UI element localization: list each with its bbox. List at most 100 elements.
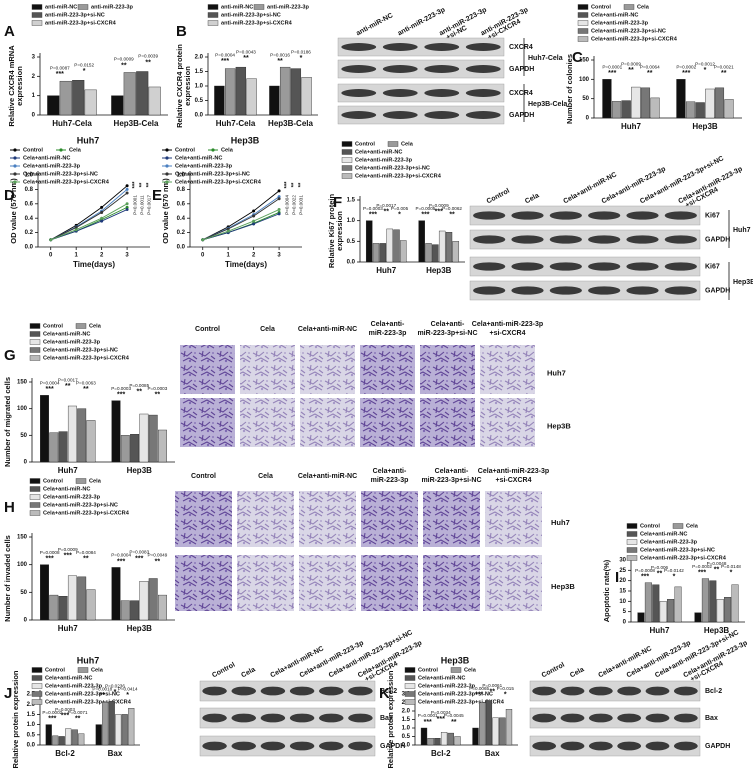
significance: *** xyxy=(475,692,483,699)
blot-strip xyxy=(469,256,701,277)
significance: *** xyxy=(682,70,690,77)
column-label: miR-223-3p xyxy=(369,330,407,337)
row-label: Hep3B xyxy=(551,582,575,591)
legend-swatch xyxy=(626,555,638,561)
bar xyxy=(279,66,291,116)
blot-band xyxy=(626,262,659,271)
p-value: P=0.0016 xyxy=(270,52,290,57)
y-tick-label: 1.0 xyxy=(402,726,411,732)
legend-swatch xyxy=(404,691,416,697)
significance: *** xyxy=(56,71,64,78)
blot-band xyxy=(588,211,621,220)
significance: ** xyxy=(140,182,146,187)
column-label: Cela+anti-miR-223-3p xyxy=(472,321,543,328)
legend-label: Control xyxy=(45,667,65,673)
panel-letter: F xyxy=(333,194,342,211)
y-tick-label: 10 xyxy=(619,599,626,605)
significance: ** xyxy=(384,209,390,216)
blot-strip xyxy=(199,707,376,729)
y-tick-label: 25 xyxy=(619,568,626,574)
y-tick-label: 0 xyxy=(24,618,28,624)
blot-band xyxy=(341,43,377,51)
column-label: Cela+anti-miR-223-3p xyxy=(478,468,549,475)
y-axis-label: Number of migrated cells xyxy=(3,377,12,467)
legend-swatch xyxy=(577,28,589,34)
bar xyxy=(386,228,393,263)
legend-label: Cela xyxy=(69,147,82,153)
column-label: miR-223-3p+si-NC xyxy=(417,330,477,337)
blot-band xyxy=(289,713,315,723)
p-value: P=0.0017 xyxy=(146,195,151,215)
blot-strip xyxy=(529,707,701,729)
blot-band xyxy=(588,713,613,723)
legend-swatch xyxy=(75,478,87,484)
blot-band xyxy=(382,43,418,51)
y-tick-label: 0.8 xyxy=(25,187,34,193)
micrograph-cells xyxy=(237,555,294,611)
bar xyxy=(716,599,724,623)
blot-band xyxy=(341,65,377,73)
p-value: P=0.0008 xyxy=(40,550,60,555)
bar xyxy=(95,724,102,746)
point xyxy=(252,209,256,213)
bar xyxy=(714,87,725,119)
column-label: Cela xyxy=(258,473,273,480)
p-value: P=0.0002 xyxy=(42,710,62,715)
legend-label: Control xyxy=(175,147,195,153)
blot-band xyxy=(465,89,501,97)
blot-band xyxy=(626,235,659,244)
micrograph-cells xyxy=(180,398,235,447)
blot-strip xyxy=(337,83,505,103)
bar xyxy=(434,738,441,746)
significance: ** xyxy=(83,386,89,393)
bar xyxy=(214,85,225,116)
point xyxy=(100,219,104,223)
bar xyxy=(49,594,59,621)
legend-label: Cela+anti-miR-223-3p xyxy=(355,157,413,163)
legend-swatch xyxy=(623,4,635,10)
p-value: P=0.0009 xyxy=(58,547,78,552)
blot-band xyxy=(549,286,582,295)
legend-label: anti-miR-223-3p+si-CXCR4 xyxy=(221,20,293,26)
micrograph-cells xyxy=(485,555,542,611)
legend-label: Cela+anti-miR-223-3p+si-NC xyxy=(355,165,430,171)
legend-swatch xyxy=(31,675,43,681)
legend-swatch xyxy=(29,478,41,484)
x-axis-label: Time(days) xyxy=(225,260,267,269)
blot-band xyxy=(424,111,460,119)
p-value: P=0.0049 xyxy=(147,553,167,558)
significance: ** xyxy=(155,392,161,399)
bar xyxy=(472,727,479,746)
bar xyxy=(47,95,60,116)
y-tick-label: 100 xyxy=(17,406,28,412)
bar xyxy=(694,612,702,623)
point xyxy=(252,214,256,218)
point xyxy=(125,202,129,206)
group-label: Huh7 xyxy=(733,227,751,234)
bar xyxy=(709,580,717,623)
bar xyxy=(425,243,432,263)
blot-band xyxy=(202,686,227,696)
point xyxy=(49,238,53,242)
blot-band xyxy=(588,286,621,295)
significance: ** xyxy=(292,182,298,187)
micrograph-cells xyxy=(361,491,418,547)
significance: * xyxy=(704,67,707,74)
column-label: Cela+anti- xyxy=(431,321,465,328)
blot-band xyxy=(202,741,227,751)
legend-label: anti-miR-223-3p xyxy=(267,4,310,10)
legend-label: Cela+anti-miR-223-3p xyxy=(591,20,649,26)
bar xyxy=(379,243,387,263)
row-label: Bax xyxy=(705,715,718,722)
legend-label: anti-miR-223-3p+si-NC xyxy=(45,12,105,18)
y-tick-label: 50 xyxy=(582,96,589,102)
point xyxy=(100,216,104,220)
micrograph-cells xyxy=(175,491,232,547)
x-tick-label: Hep3B-Cela xyxy=(114,119,159,128)
column-label: Cela+anti-miR-NC xyxy=(298,473,357,480)
blot-band xyxy=(260,686,286,696)
significance: ** xyxy=(145,59,151,66)
point xyxy=(100,210,104,214)
significance: *** xyxy=(641,574,649,581)
blot-band xyxy=(511,235,544,244)
